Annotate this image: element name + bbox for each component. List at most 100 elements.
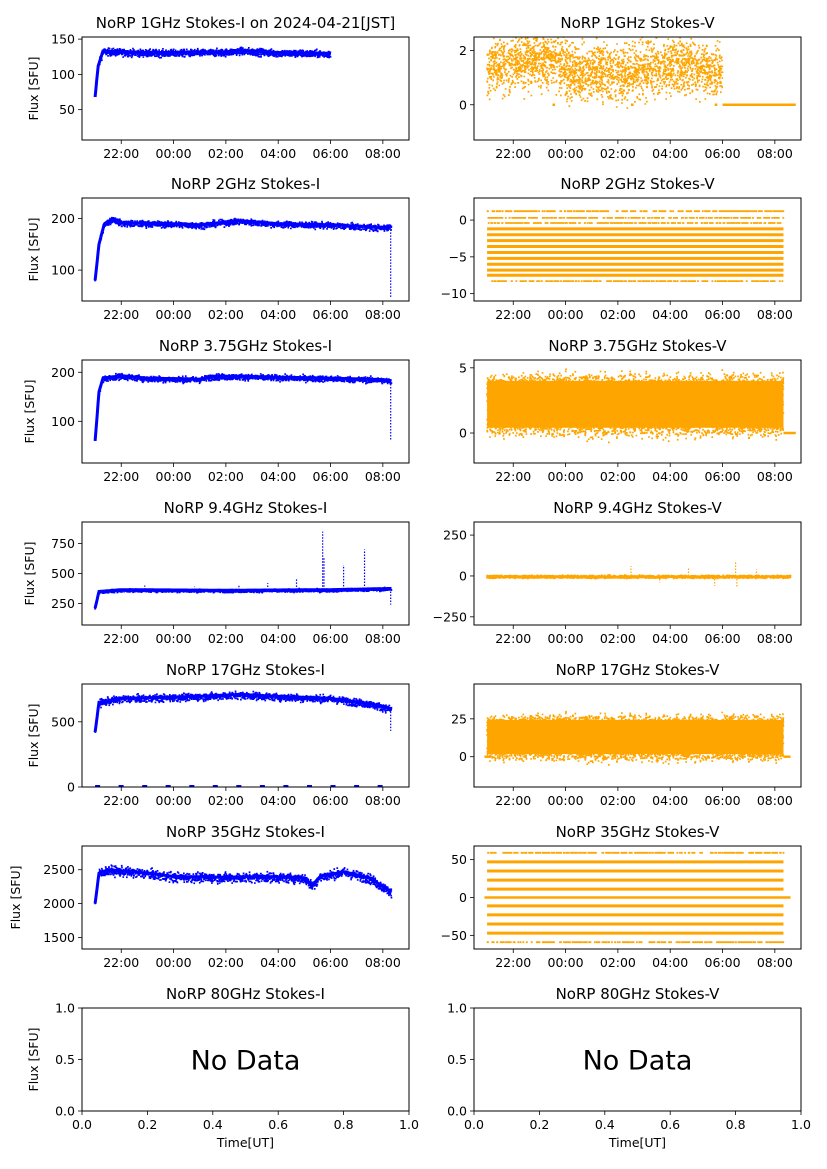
axes-frame	[473, 36, 802, 141]
plot-area	[93, 531, 393, 610]
x-tick-label: 02:00	[600, 793, 636, 808]
x-tick-label: 08:00	[757, 955, 793, 970]
x-tick-label: 06:00	[313, 793, 349, 808]
subplot-title: NoRP 9.4GHz Stokes-I	[164, 499, 328, 517]
y-tick-label: 0	[459, 890, 467, 905]
x-tick-label: 0.8	[726, 1117, 746, 1132]
y-tick-label: 0	[459, 97, 467, 112]
x-tick-label: 0.2	[529, 1117, 549, 1132]
x-tick-label: 22:00	[103, 146, 139, 161]
x-tick-label: 08:00	[757, 469, 793, 484]
subplot-8: NoRP 17GHz Stokes-I 0 500 22:00 00:00 02:00 04…	[26, 661, 410, 808]
series-stokes-i-line	[93, 868, 393, 904]
x-tick-label: 04:00	[260, 631, 296, 646]
axes-frame	[473, 521, 802, 626]
x-tick-label: 06:00	[705, 955, 741, 970]
plot-area	[486, 37, 796, 109]
x-tick-label: 04:00	[260, 955, 296, 970]
subplot-9: NoRP 17GHz Stokes-V 0 25 22:00 00:00 02:00 04:…	[451, 661, 802, 808]
x-tick-label: 00:00	[156, 146, 192, 161]
x-tick-label: 00:00	[548, 469, 584, 484]
series-stokes-i-points	[94, 690, 393, 733]
y-tick-label: 0.0	[447, 1104, 467, 1119]
x-tick-label: 08:00	[365, 146, 401, 161]
x-tick-label: 04:00	[260, 469, 296, 484]
x-tick-label: 02:00	[208, 955, 244, 970]
subplot-title: NoRP 9.4GHz Stokes-V	[553, 499, 722, 517]
x-tick-label: 00:00	[156, 469, 192, 484]
y-tick-label: 500	[51, 714, 75, 729]
y-tick-label: 0	[459, 568, 467, 583]
x-tick-label: 1.0	[399, 1117, 419, 1132]
y-tick-label: 25	[451, 711, 467, 726]
x-tick-label: 00:00	[548, 307, 584, 322]
x-tick-label: 22:00	[495, 469, 531, 484]
y-tick-label: −50	[441, 928, 467, 943]
x-tick-label: 08:00	[365, 631, 401, 646]
x-tick-label: 0.8	[334, 1117, 354, 1132]
y-tick-label: 500	[51, 566, 75, 581]
x-tick-label: 06:00	[705, 793, 741, 808]
plot-area	[93, 372, 393, 442]
axes-frame	[473, 683, 802, 788]
x-axis-label: Time[UT]	[608, 1135, 666, 1150]
x-tick-label: 22:00	[103, 955, 139, 970]
no-data-text: No Data	[583, 1046, 693, 1077]
x-tick-label: 04:00	[260, 146, 296, 161]
x-tick-label: 02:00	[208, 146, 244, 161]
y-tick-label: 750	[51, 536, 75, 551]
x-tick-label: 00:00	[548, 955, 584, 970]
x-tick-label: 04:00	[652, 955, 688, 970]
y-tick-label: 0	[459, 426, 467, 441]
x-tick-label: 08:00	[365, 793, 401, 808]
plot-area	[486, 368, 796, 444]
x-tick-label: 04:00	[260, 307, 296, 322]
x-tick-label: 22:00	[103, 469, 139, 484]
axes-frame	[81, 36, 410, 141]
x-tick-label: 02:00	[600, 307, 636, 322]
x-tick-label: 22:00	[103, 793, 139, 808]
x-tick-label: 06:00	[313, 469, 349, 484]
x-tick-label: 00:00	[548, 146, 584, 161]
plot-area	[484, 851, 791, 944]
subplot-12: NoRP 80GHz Stokes-I 0.0 0.5 1.0 0.0 0.2 0.4 0.6…	[26, 985, 419, 1150]
subplot-title: NoRP 35GHz Stokes-I	[166, 823, 325, 841]
x-tick-label: 02:00	[208, 307, 244, 322]
y-tick-label: 200	[51, 365, 75, 380]
plot-area	[486, 210, 785, 282]
series-stokes-v-band-sparse	[486, 210, 785, 213]
y-tick-label: 150	[51, 32, 75, 47]
x-tick-label: 0.4	[203, 1117, 223, 1132]
x-tick-label: 00:00	[156, 631, 192, 646]
y-axis-label: Flux [SFU]	[26, 218, 41, 282]
y-tick-label: 5	[459, 360, 467, 375]
x-tick-label: 04:00	[652, 307, 688, 322]
subplot-title: NoRP 80GHz Stokes-I	[166, 985, 325, 1003]
y-axis-label: Flux [SFU]	[26, 57, 41, 121]
x-tick-label: 0.6	[660, 1117, 680, 1132]
subplot-title: NoRP 17GHz Stokes-V	[556, 661, 721, 679]
axes-frame	[473, 1007, 802, 1112]
no-data-text: No Data	[191, 1046, 301, 1077]
axes-frame	[81, 197, 410, 302]
x-tick-label: 22:00	[103, 631, 139, 646]
x-tick-label: 02:00	[600, 955, 636, 970]
x-tick-label: 08:00	[757, 307, 793, 322]
series-stokes-v-band-sparse	[487, 217, 785, 219]
subplot-title: NoRP 80GHz Stokes-V	[556, 985, 721, 1003]
x-tick-label: 0.0	[464, 1117, 484, 1132]
subplot-13: NoRP 80GHz Stokes-V 0.0 0.5 1.0 0.0 0.2 0.4 0.6…	[447, 985, 811, 1150]
x-tick-label: 22:00	[495, 793, 531, 808]
x-tick-label: 22:00	[103, 307, 139, 322]
x-tick-label: 04:00	[652, 469, 688, 484]
subplot-title: NoRP 2GHz Stokes-V	[560, 175, 715, 193]
y-tick-label: 0.0	[55, 1104, 75, 1119]
y-tick-label: 0	[459, 749, 467, 764]
x-tick-label: 00:00	[548, 631, 584, 646]
x-tick-label: 06:00	[705, 146, 741, 161]
y-tick-label: 1500	[43, 930, 75, 945]
x-tick-label: 02:00	[600, 146, 636, 161]
x-tick-label: 08:00	[757, 793, 793, 808]
series-stokes-i-line	[93, 692, 392, 733]
x-tick-label: 06:00	[705, 307, 741, 322]
